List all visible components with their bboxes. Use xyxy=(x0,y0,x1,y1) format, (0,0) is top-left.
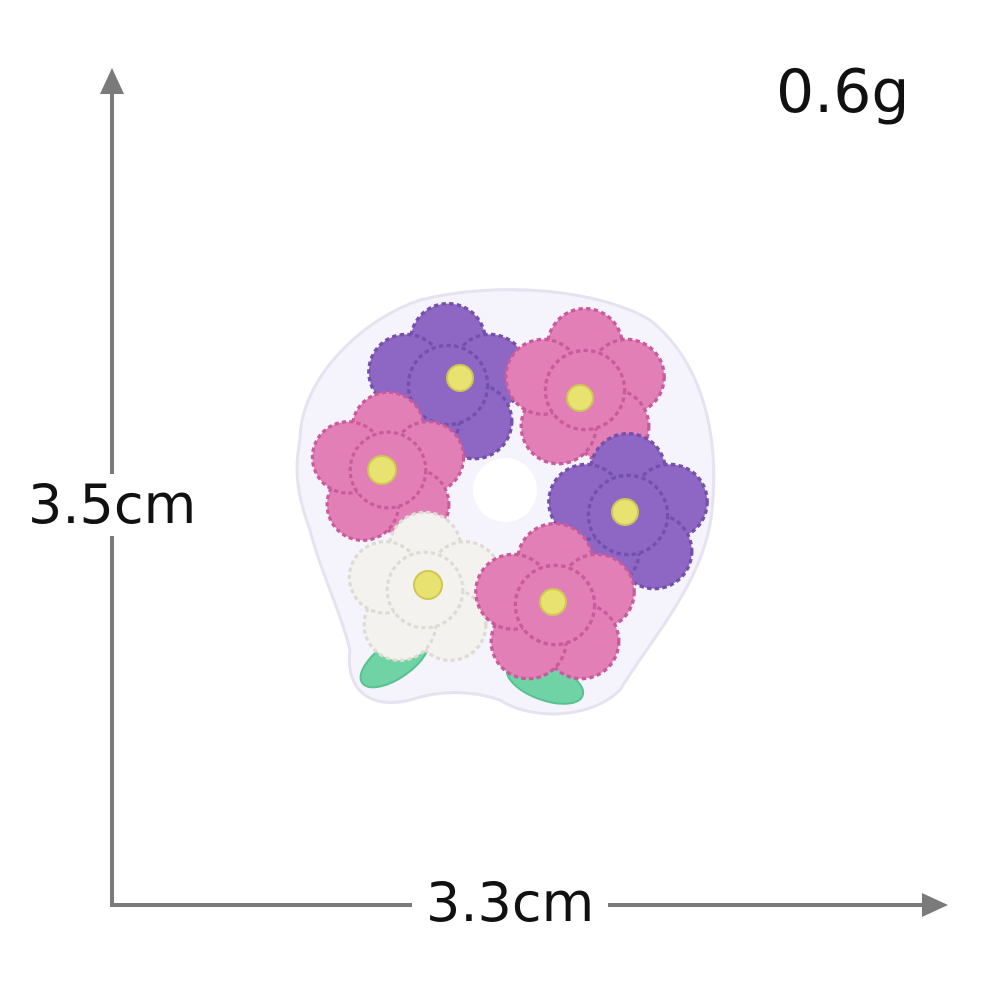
width-label: 3.3cm xyxy=(412,876,609,930)
height-label: 3.5cm xyxy=(28,473,197,536)
up-arrow-icon xyxy=(100,68,124,94)
flower-centers xyxy=(367,364,639,616)
right-arrow-icon xyxy=(922,893,948,917)
weight-label: 0.6g xyxy=(776,57,910,127)
patch-center-hole xyxy=(473,458,537,522)
